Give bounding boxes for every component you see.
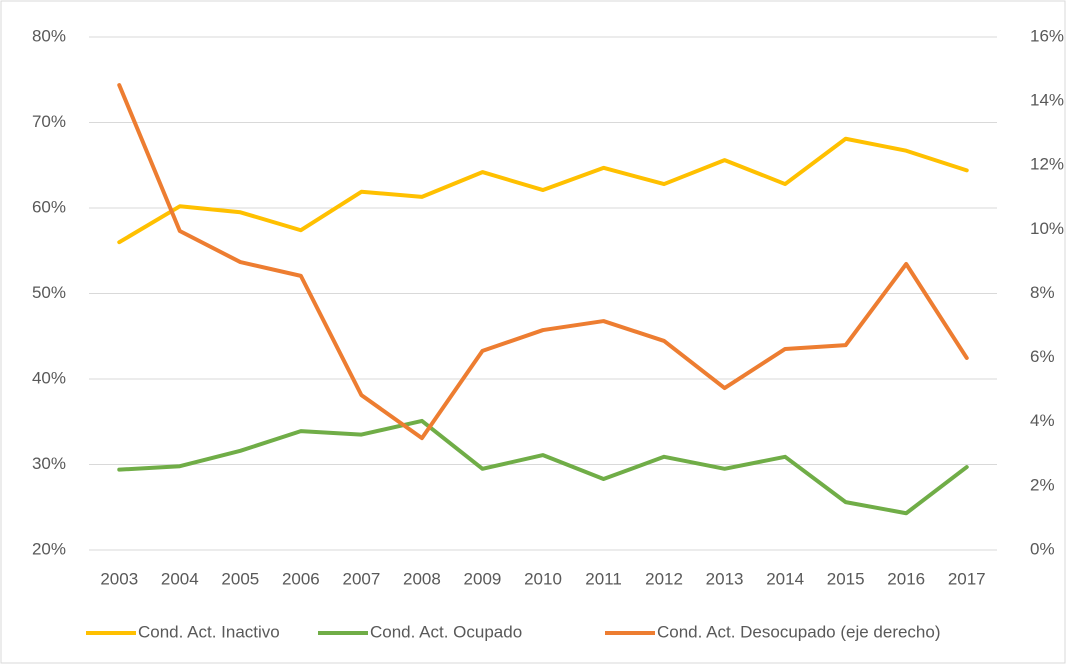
y-tick-label: 50% [32,283,66,302]
x-tick-label: 2003 [100,569,138,588]
y2-tick-label: 0% [1030,539,1055,558]
y-tick-label: 80% [32,26,66,45]
x-tick-label: 2006 [282,569,320,588]
y2-tick-label: 8% [1030,283,1055,302]
y2-tick-label: 14% [1030,91,1064,110]
x-tick-label: 2017 [948,569,986,588]
x-tick-label: 2011 [585,569,622,588]
x-tick-label: 2013 [706,569,744,588]
x-tick-label: 2007 [342,569,380,588]
y2-tick-label: 12% [1030,155,1064,174]
series-line [117,136,969,245]
y2-tick-label: 4% [1030,411,1055,430]
y-tick-label: 70% [32,112,66,131]
y2-tick-label: 10% [1030,219,1064,238]
x-tick-label: 2015 [827,569,865,588]
x-tick-label: 2005 [221,569,259,588]
y-tick-label: 20% [32,539,66,558]
series-line [117,83,969,441]
x-tick-label: 2010 [524,569,562,588]
y-tick-label: 60% [32,197,66,216]
series-line [117,418,969,516]
y2-tick-label: 2% [1030,475,1055,494]
y2-tick-label: 16% [1030,26,1064,45]
y-tick-label: 30% [32,454,66,473]
legend-label: Cond. Act. Ocupado [370,622,522,641]
legend-label: Cond. Act. Desocupado (eje derecho) [657,622,941,641]
x-tick-label: 2012 [645,569,683,588]
x-tick-label: 2004 [161,569,199,588]
x-tick-label: 2016 [887,569,925,588]
legend-label: Cond. Act. Inactivo [138,622,280,641]
x-tick-label: 2008 [403,569,441,588]
x-tick-label: 2009 [464,569,502,588]
y-tick-label: 40% [32,368,66,387]
x-tick-label: 2014 [766,569,804,588]
y2-tick-label: 6% [1030,347,1055,366]
